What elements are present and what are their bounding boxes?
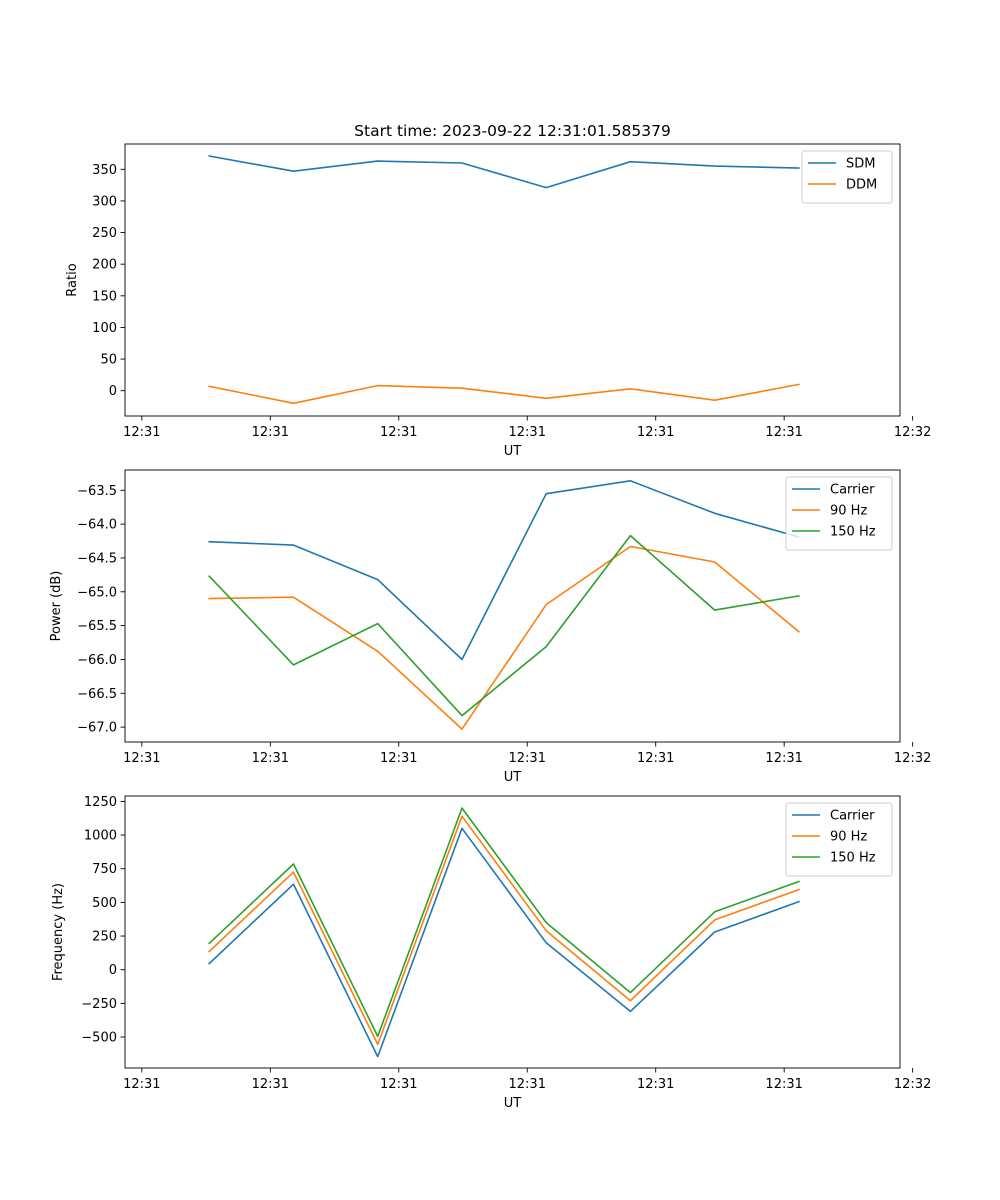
y-tick-label: −63.5	[77, 484, 117, 499]
legend: Carrier 90 Hz 150 Hz	[785, 802, 893, 877]
series-line-150-hz	[208, 807, 800, 1038]
axes-frame	[124, 143, 901, 417]
axes-frame	[124, 469, 901, 743]
series-line-ddm	[208, 383, 800, 405]
y-tick-label: 0	[109, 384, 117, 399]
y-tick-label: 0	[109, 963, 117, 978]
legend: SDM DDM	[801, 150, 893, 204]
chart-panel-3: 12:31 12:31 12:31 12:31 12:31 12:31 12:32 −500 −…	[51, 795, 931, 1111]
x-tick-label: 12:31	[765, 1077, 802, 1092]
y-tick-label: 300	[92, 194, 117, 209]
legend-label: 90 Hz	[830, 504, 867, 519]
x-tick-label: 12:31	[252, 1077, 289, 1092]
series-line-150-hz	[208, 534, 800, 717]
x-tick-label: 12:32	[894, 751, 931, 766]
x-tick-label: 12:31	[637, 751, 674, 766]
series-line-90-hz	[208, 545, 801, 730]
chart-panel-1: Start time: 2023-09-22 12:31:01.585379 12…	[65, 122, 931, 459]
y-tick-label: 200	[92, 258, 117, 273]
x-tick-label: 12:31	[123, 1077, 160, 1092]
legend-label: Carrier	[830, 483, 875, 498]
y-tick-label: 1000	[84, 829, 117, 844]
x-tick-label: 12:31	[637, 1077, 674, 1092]
y-tick-label: −65.5	[77, 619, 117, 634]
y-tick-label: −67.0	[77, 721, 117, 736]
y-tick-label: −64.0	[77, 518, 117, 533]
legend-label: SDM	[846, 157, 875, 172]
y-axis-label: Frequency (Hz)	[51, 883, 66, 981]
y-tick-label: 100	[92, 321, 117, 336]
legend-label: 90 Hz	[830, 830, 867, 845]
y-tick-label: 250	[92, 930, 117, 945]
y-tick-label: 750	[92, 862, 117, 877]
x-tick-label: 12:32	[894, 425, 931, 440]
legend-label: Carrier	[830, 809, 875, 824]
x-axis-label: UT	[504, 770, 522, 785]
y-tick-label: 150	[92, 289, 117, 304]
x-tick-label: 12:31	[509, 1077, 546, 1092]
x-tick-label: 12:31	[252, 751, 289, 766]
y-tick-label: 1250	[84, 795, 117, 810]
y-tick-label: −64.5	[77, 551, 117, 566]
y-tick-label: 250	[92, 226, 117, 241]
x-tick-label: 12:31	[380, 1077, 417, 1092]
x-axis-label: UT	[504, 444, 522, 459]
x-tick-label: 12:31	[637, 425, 674, 440]
series-line-90-hz	[208, 815, 800, 1046]
y-tick-label: −500	[81, 1031, 117, 1046]
x-tick-label: 12:31	[509, 425, 546, 440]
y-tick-label: −66.0	[77, 653, 117, 668]
chart-panel-2: 12:31 12:31 12:31 12:31 12:31 12:31 12:32 −63.5…	[49, 469, 931, 785]
y-axis-label: Power (dB)	[49, 571, 64, 642]
x-tick-label: 12:31	[123, 751, 160, 766]
x-tick-label: 12:31	[380, 751, 417, 766]
x-tick-label: 12:31	[509, 751, 546, 766]
series-line-carrier	[208, 827, 800, 1058]
legend-label: DDM	[846, 178, 877, 193]
legend-label: 150 Hz	[830, 851, 876, 866]
series-line-sdm	[208, 155, 800, 189]
x-tick-label: 12:32	[894, 1077, 931, 1092]
x-axis-label: UT	[504, 1096, 522, 1111]
y-tick-label: 500	[92, 896, 117, 911]
x-tick-label: 12:31	[765, 425, 802, 440]
legend: Carrier 90 Hz 150 Hz	[785, 476, 893, 551]
x-tick-label: 12:31	[252, 425, 289, 440]
x-tick-label: 12:31	[123, 425, 160, 440]
y-axis-label: Ratio	[65, 263, 80, 296]
y-tick-label: −66.5	[77, 687, 117, 702]
chart-title: Start time: 2023-09-22 12:31:01.585379	[354, 122, 671, 140]
y-tick-label: 350	[92, 163, 117, 178]
x-tick-label: 12:31	[765, 751, 802, 766]
series-line-carrier	[208, 479, 800, 661]
legend-box	[801, 150, 893, 204]
y-tick-label: 50	[100, 353, 117, 368]
axes-frame	[124, 795, 901, 1069]
legend-label: 150 Hz	[830, 525, 876, 540]
x-tick-label: 12:31	[380, 425, 417, 440]
y-tick-label: −65.0	[77, 585, 117, 600]
y-tick-label: −250	[81, 997, 117, 1012]
